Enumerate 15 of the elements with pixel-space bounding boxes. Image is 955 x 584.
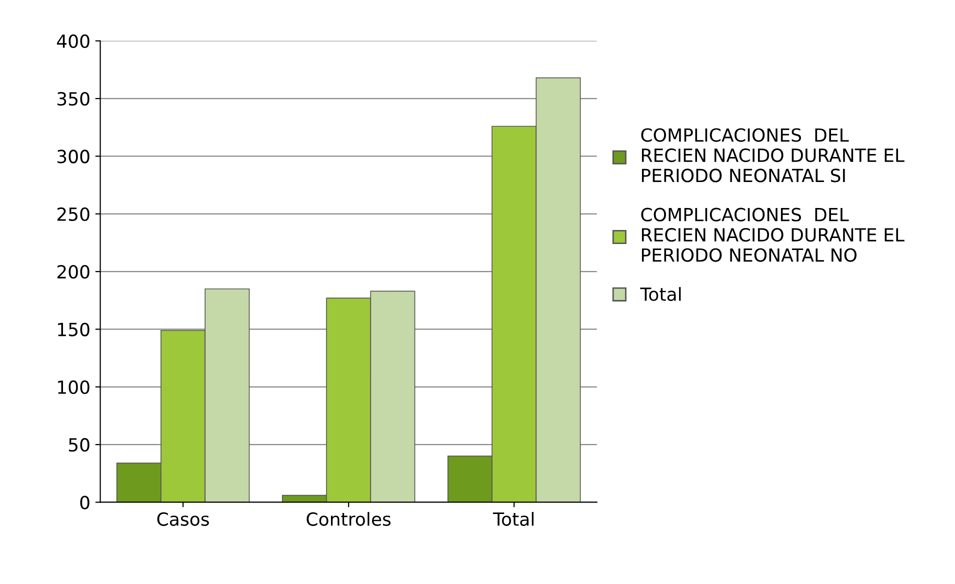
x-tick-label: Total	[492, 512, 534, 526]
legend-label: COMPLICACIONES DEL RECIEN NACIDO DURANTE EL PERIODO NEONATAL NO	[641, 208, 904, 262]
legend-label: COMPLICACIONES DEL RECIEN NACIDO DURANTE EL PERIODO NEONATAL SI	[641, 128, 904, 182]
y-tick-label: 0	[80, 496, 90, 510]
y-tick-label: 300	[57, 150, 90, 164]
y-tick-label: 250	[57, 207, 90, 222]
y-tick-label: 200	[57, 265, 90, 279]
x-tick-label: Casos	[157, 512, 209, 526]
y-tick-label: 400	[56, 34, 90, 48]
y-tick-label: 150	[58, 322, 90, 336]
legend-label: Total	[640, 287, 681, 302]
y-tick-label: 350	[57, 92, 90, 106]
x-tick-label: Controles	[306, 512, 391, 526]
y-tick-label: 100	[58, 380, 90, 394]
y-tick-label: 50	[68, 438, 90, 452]
